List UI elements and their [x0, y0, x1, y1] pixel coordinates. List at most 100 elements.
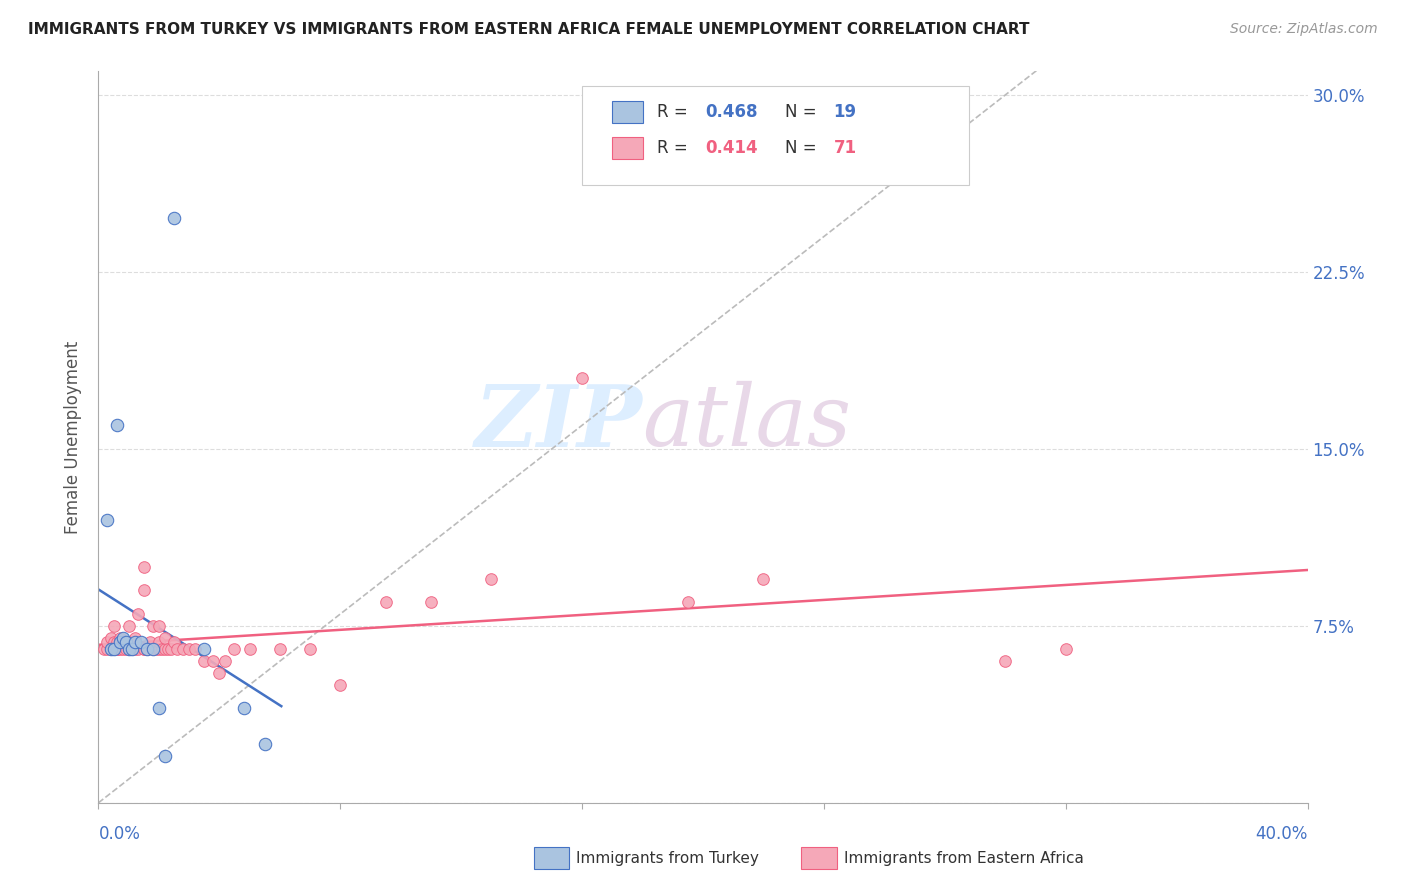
Point: [121, 642, 143, 657]
Point: [108, 635, 131, 649]
Point: [96, 513, 118, 527]
Point: [208, 666, 231, 681]
Point: [1054, 642, 1077, 657]
Text: IMMIGRANTS FROM TURKEY VS IMMIGRANTS FROM EASTERN AFRICA FEMALE UNEMPLOYMENT COR: IMMIGRANTS FROM TURKEY VS IMMIGRANTS FRO…: [28, 22, 1029, 37]
Point: [156, 642, 179, 657]
Point: [124, 635, 146, 649]
Point: [114, 642, 136, 657]
Point: [676, 595, 699, 609]
Point: [153, 631, 176, 645]
Point: [105, 642, 128, 657]
Point: [96, 635, 118, 649]
Text: 71: 71: [834, 139, 856, 157]
Point: [202, 654, 225, 668]
Point: [118, 642, 141, 657]
Point: [163, 211, 186, 225]
Point: [253, 737, 276, 751]
Point: [148, 642, 170, 657]
Text: 19: 19: [834, 103, 856, 120]
Point: [148, 701, 170, 715]
Point: [103, 642, 125, 657]
Point: [142, 619, 165, 633]
Point: [108, 642, 131, 657]
FancyBboxPatch shape: [613, 137, 643, 159]
Point: [160, 642, 183, 657]
Point: [153, 748, 176, 763]
Point: [114, 635, 136, 649]
Point: [100, 631, 122, 645]
Text: 0.0%: 0.0%: [98, 825, 141, 843]
Point: [105, 642, 128, 657]
Point: [129, 635, 152, 649]
Text: Immigrants from Eastern Africa: Immigrants from Eastern Africa: [844, 851, 1084, 865]
Point: [420, 595, 443, 609]
Point: [111, 642, 134, 657]
Point: [103, 642, 125, 657]
Point: [193, 654, 215, 668]
Point: [752, 572, 775, 586]
Text: R =: R =: [657, 139, 693, 157]
Point: [96, 642, 118, 657]
Point: [374, 595, 396, 609]
Point: [571, 371, 593, 385]
Point: [232, 701, 254, 715]
Point: [111, 635, 134, 649]
Point: [103, 642, 125, 657]
Text: 0.414: 0.414: [706, 139, 758, 157]
Text: 40.0%: 40.0%: [1256, 825, 1308, 843]
Point: [93, 642, 115, 657]
Point: [103, 642, 125, 657]
Point: [135, 642, 157, 657]
Point: [163, 635, 186, 649]
FancyBboxPatch shape: [582, 86, 969, 185]
Point: [132, 559, 155, 574]
Point: [150, 642, 173, 657]
Point: [166, 642, 188, 657]
Point: [118, 619, 141, 633]
Point: [148, 635, 170, 649]
Point: [139, 635, 162, 649]
Point: [239, 642, 262, 657]
Point: [329, 678, 352, 692]
Point: [132, 583, 155, 598]
Point: [103, 642, 125, 657]
Text: Immigrants from Turkey: Immigrants from Turkey: [576, 851, 759, 865]
Text: Source: ZipAtlas.com: Source: ZipAtlas.com: [1230, 22, 1378, 37]
Point: [153, 642, 176, 657]
Point: [142, 642, 165, 657]
Point: [103, 635, 125, 649]
Point: [105, 635, 128, 649]
Point: [100, 642, 122, 657]
Point: [142, 642, 165, 657]
FancyBboxPatch shape: [613, 101, 643, 122]
Point: [100, 642, 122, 657]
Point: [118, 642, 141, 657]
Point: [145, 642, 167, 657]
Point: [105, 418, 128, 433]
Point: [269, 642, 291, 657]
Text: atlas: atlas: [643, 381, 852, 464]
Point: [103, 642, 125, 657]
Point: [118, 635, 141, 649]
Point: [299, 642, 322, 657]
Text: N =: N =: [785, 139, 823, 157]
Point: [103, 619, 125, 633]
Text: ZIP: ZIP: [475, 381, 643, 464]
Text: N =: N =: [785, 103, 823, 120]
Point: [224, 642, 246, 657]
Point: [118, 642, 141, 657]
Point: [214, 654, 236, 668]
Point: [108, 631, 131, 645]
Point: [127, 607, 149, 621]
Y-axis label: Female Unemployment: Female Unemployment: [65, 341, 83, 533]
Text: 0.468: 0.468: [706, 103, 758, 120]
Point: [132, 642, 155, 657]
Point: [111, 631, 134, 645]
Point: [132, 642, 155, 657]
Point: [105, 642, 128, 657]
Text: R =: R =: [657, 103, 693, 120]
Point: [124, 642, 146, 657]
Point: [135, 642, 157, 657]
Point: [103, 642, 125, 657]
Point: [994, 654, 1017, 668]
